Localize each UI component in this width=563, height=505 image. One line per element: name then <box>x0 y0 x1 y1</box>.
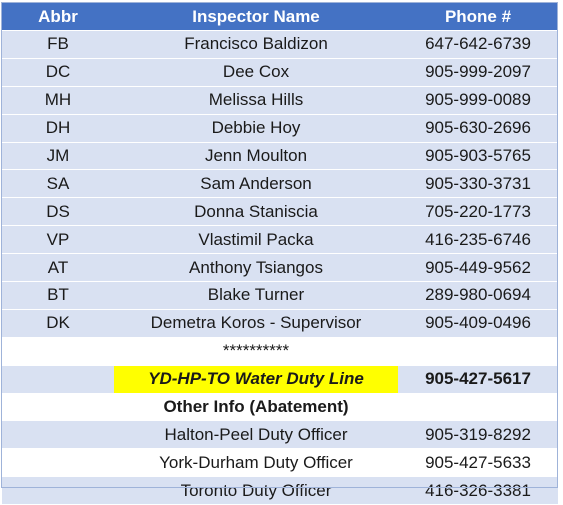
phone-cell: 905-427-5633 <box>398 448 558 478</box>
abbr-cell: AT <box>2 253 114 283</box>
name-cell: Anthony Tsiangos <box>114 253 398 283</box>
abbr-cell: MH <box>2 86 114 115</box>
abbr-cell: DC <box>2 58 114 87</box>
name-cell: Dee Cox <box>114 58 398 87</box>
table-row: DC Dee Cox 905-999-2097 <box>2 58 558 87</box>
inspector-table: Abbr Inspector Name Phone # FB Francisco… <box>2 3 558 505</box>
table-row: SA Sam Anderson 905-330-3731 <box>2 169 558 199</box>
table-row: York-Durham Duty Officer 905-427-5633 <box>2 448 558 478</box>
phone-cell: 905-903-5765 <box>398 142 558 171</box>
phone-cell: 905-999-0089 <box>398 86 558 115</box>
header-phone: Phone # <box>398 3 558 31</box>
phone-cell: 905-409-0496 <box>398 309 558 338</box>
table-row: MH Melissa Hills 905-999-0089 <box>2 86 558 115</box>
name-cell: Jenn Moulton <box>114 142 398 171</box>
phone-cell: 905-449-9562 <box>398 253 558 283</box>
separator-row: ********** <box>2 337 558 366</box>
other-info-title: Other Info (Abatement) <box>114 393 398 422</box>
name-cell: Sam Anderson <box>114 169 398 199</box>
table-row: VP Vlastimil Packa 416-235-6746 <box>2 225 558 255</box>
header-row: Abbr Inspector Name Phone # <box>2 3 558 31</box>
header-inspector-name: Inspector Name <box>114 3 398 31</box>
abbr-cell: DS <box>2 197 114 227</box>
name-cell: Halton-Peel Duty Officer <box>114 420 398 450</box>
name-cell: Francisco Baldizon <box>114 30 398 59</box>
abbr-cell: DK <box>2 309 114 338</box>
header-abbr: Abbr <box>2 3 114 31</box>
name-cell: Demetra Koros - Supervisor <box>114 309 398 338</box>
phone-cell: 905-999-2097 <box>398 58 558 87</box>
phone-cell: 416-235-6746 <box>398 225 558 255</box>
name-cell: York-Durham Duty Officer <box>114 448 398 478</box>
table-row: DH Debbie Hoy 905-630-2696 <box>2 114 558 143</box>
separator-text: ********** <box>114 337 398 366</box>
phone-cell: 647-642-6739 <box>398 30 558 59</box>
phone-cell: 905-630-2696 <box>398 114 558 143</box>
duty-line-phone: 905-427-5617 <box>398 365 558 394</box>
phone-cell: 905-319-8292 <box>398 420 558 450</box>
name-cell: Melissa Hills <box>114 86 398 115</box>
table-row: AT Anthony Tsiangos 905-449-9562 <box>2 253 558 283</box>
table-row: DS Donna Staniscia 705-220-1773 <box>2 197 558 227</box>
abbr-cell: DH <box>2 114 114 143</box>
abbr-cell: SA <box>2 169 114 199</box>
phone-cell: 705-220-1773 <box>398 197 558 227</box>
table-row: DK Demetra Koros - Supervisor 905-409-04… <box>2 309 558 338</box>
section-header-row: Other Info (Abatement) <box>2 393 558 422</box>
name-cell: Blake Turner <box>114 281 398 310</box>
name-cell: Donna Staniscia <box>114 197 398 227</box>
phone-cell: 289-980-0694 <box>398 281 558 310</box>
name-cell: Vlastimil Packa <box>114 225 398 255</box>
abbr-cell: BT <box>2 281 114 310</box>
phone-cell: 905-330-3731 <box>398 169 558 199</box>
table-row: BT Blake Turner 289-980-0694 <box>2 281 558 310</box>
abbr-cell: FB <box>2 30 114 59</box>
name-cell: Debbie Hoy <box>114 114 398 143</box>
table-row: Halton-Peel Duty Officer 905-319-8292 <box>2 420 558 450</box>
table-row: FB Francisco Baldizon 647-642-6739 <box>2 30 558 59</box>
abbr-cell: JM <box>2 142 114 171</box>
table-row: JM Jenn Moulton 905-903-5765 <box>2 142 558 171</box>
abbr-cell: VP <box>2 225 114 255</box>
table-row: Toronto Duty Officer 416-326-3381 <box>2 476 558 505</box>
duty-line-name: YD-HP-TO Water Duty Line <box>114 365 398 394</box>
duty-line-row: YD-HP-TO Water Duty Line 905-427-5617 <box>2 365 558 394</box>
phone-cell: 416-326-3381 <box>398 476 558 505</box>
name-cell: Toronto Duty Officer <box>114 476 398 505</box>
